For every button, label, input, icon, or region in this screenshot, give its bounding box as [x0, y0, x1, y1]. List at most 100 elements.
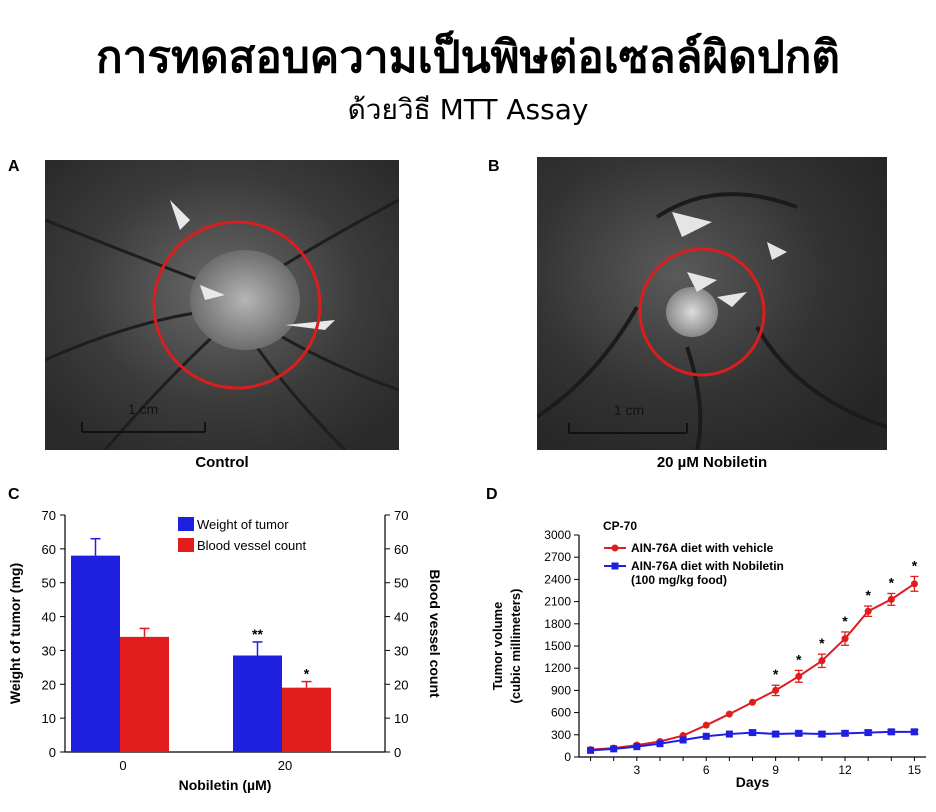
panel-a-caption: Control — [195, 454, 249, 471]
x-tick-label: 6 — [703, 763, 710, 777]
panel-b-photo: 1 cm — [537, 157, 887, 450]
data-point — [864, 729, 872, 737]
y-tick-label: 1500 — [544, 639, 571, 653]
bar — [71, 555, 120, 752]
y-tick-label: 1800 — [544, 617, 571, 631]
y-axis-label: Weight of tumor (mg) — [7, 563, 23, 704]
legend-label: AIN-76A diet with Nobiletin — [631, 559, 784, 573]
legend-label: (100 mg/kg food) — [631, 573, 727, 587]
bar — [282, 687, 331, 752]
y-axis-label-2: (cubic millimeters) — [508, 589, 523, 704]
line-chart: 0 300 600 900 1200 1500 1800 2100 2400 2700 3000 3 6… — [490, 519, 926, 790]
y-tick-label: 300 — [551, 728, 571, 742]
significance-label: * — [796, 651, 802, 667]
legend-swatch — [178, 517, 194, 531]
y-tick-label-left: 0 — [49, 745, 56, 760]
y-tick-label-right: 50 — [394, 576, 408, 591]
y-tick-label-right: 40 — [394, 610, 408, 625]
y-tick-label-left: 30 — [42, 643, 56, 658]
data-point — [656, 740, 664, 748]
x-axis-label: Days — [736, 774, 770, 790]
legend-swatch — [178, 538, 194, 552]
data-point — [749, 729, 756, 737]
data-point — [725, 730, 733, 738]
x-axis-label: Nobiletin (µM) — [179, 777, 272, 793]
data-point — [772, 686, 780, 694]
data-point — [887, 728, 895, 736]
data-point — [795, 729, 803, 737]
bar — [120, 636, 169, 752]
significance-label: * — [819, 635, 825, 651]
panel-a-letter: A — [8, 158, 20, 175]
y-tick-label: 2100 — [544, 595, 571, 609]
legend-label: Blood vessel count — [197, 538, 307, 553]
page-subtitle: ด้วยวิธี MTT Assay — [347, 93, 589, 126]
x-tick-label: 3 — [633, 763, 640, 777]
x-tick-label: 12 — [838, 763, 852, 777]
data-point — [633, 743, 641, 751]
y-tick-label-left: 40 — [42, 610, 56, 625]
y-tick-label: 3000 — [544, 528, 571, 542]
data-point — [841, 635, 849, 643]
y-tick-label-right: 60 — [394, 542, 408, 557]
significance-label: * — [773, 666, 779, 682]
data-point — [725, 710, 733, 718]
significance-label: * — [912, 557, 918, 573]
data-point — [818, 730, 826, 738]
significance-label: * — [304, 666, 310, 682]
y-tick-label-right: 20 — [394, 677, 408, 692]
chart-title: CP-70 — [603, 519, 637, 533]
legend-marker — [611, 562, 619, 570]
data-point — [749, 698, 756, 706]
data-point — [610, 745, 618, 753]
data-point — [910, 728, 918, 736]
significance-label: * — [865, 587, 871, 603]
panel-a-photo-drawing: 1 cm — [45, 160, 399, 450]
x-tick-label: 15 — [908, 763, 922, 777]
data-point — [841, 729, 849, 737]
y-tick-label: 900 — [551, 683, 571, 697]
panel-c-letter: C — [8, 486, 20, 503]
panel-b-letter: B — [488, 158, 500, 175]
y-tick-label: 1200 — [544, 661, 571, 675]
legend-label: AIN-76A diet with vehicle — [631, 541, 774, 555]
panel-a-scale-label: 1 cm — [128, 401, 158, 417]
panel-b-caption: 20 µM Nobiletin — [656, 454, 768, 471]
y-tick-label-right: 70 — [394, 508, 408, 523]
y2-axis-label: Blood vessel count — [427, 569, 443, 698]
y-tick-label-right: 30 — [394, 643, 408, 658]
legend-label: Weight of tumor — [197, 517, 289, 532]
legend-marker — [611, 544, 619, 552]
panel-b-scale-label: 1 cm — [614, 402, 644, 418]
y-tick-label-left: 10 — [42, 711, 56, 726]
page-title: การทดสอบความเป็นพิษต่อเซลล์ผิดปกติ — [95, 32, 840, 83]
data-point — [679, 736, 687, 744]
y-tick-label-right: 10 — [394, 711, 408, 726]
y-tick-label-left: 50 — [42, 576, 56, 591]
bar — [233, 655, 282, 752]
y-tick-label-right: 0 — [394, 745, 401, 760]
significance-label: ** — [252, 626, 263, 642]
panel-a-photo: 1 cm — [45, 160, 399, 450]
y-tick-label: 0 — [564, 750, 571, 764]
significance-label: * — [889, 574, 895, 590]
y-tick-label: 2400 — [544, 572, 571, 586]
significance-label: * — [842, 613, 848, 629]
y-tick-label: 600 — [551, 706, 571, 720]
x-tick-label: 20 — [278, 758, 292, 773]
y-tick-label: 2700 — [544, 550, 571, 564]
y-axis-label: Tumor volume — [490, 602, 505, 691]
data-point — [795, 672, 803, 680]
data-point — [587, 746, 595, 754]
data-point — [910, 580, 918, 588]
y-tick-label-left: 60 — [42, 542, 56, 557]
x-tick-label: 9 — [772, 763, 779, 777]
y-tick-label-left: 20 — [42, 677, 56, 692]
data-point — [702, 721, 710, 729]
data-point — [864, 607, 872, 615]
data-point — [702, 732, 710, 740]
panel-b-photo-drawing: 1 cm — [537, 157, 887, 450]
data-point — [772, 730, 780, 738]
data-point — [887, 595, 895, 603]
